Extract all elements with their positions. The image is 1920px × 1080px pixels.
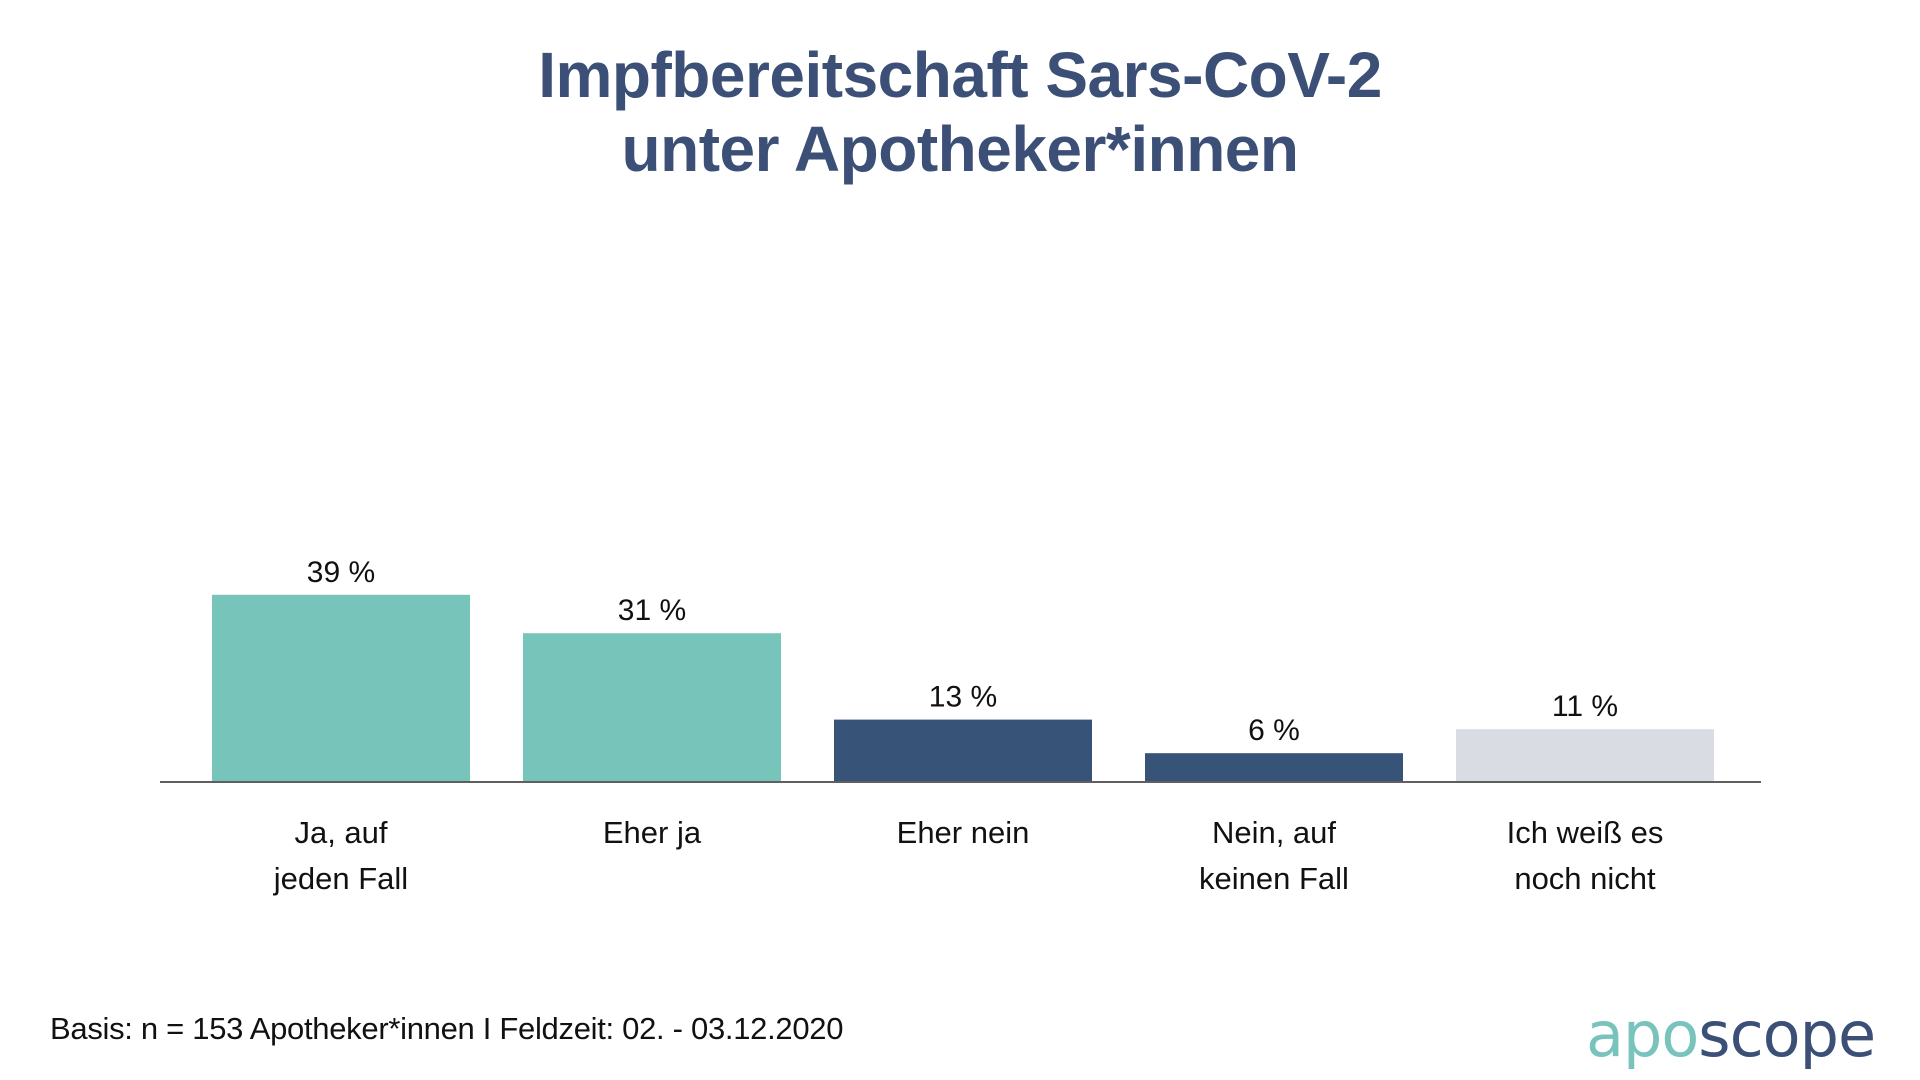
chart-title-line-1: Impfbereitschaft Sars-CoV-2	[538, 39, 1382, 111]
category-label-line: Eher ja	[603, 815, 702, 850]
logo-apo: apo	[1586, 998, 1699, 1071]
category-label-line: jeden Fall	[273, 861, 408, 896]
category-label-line: Ja, auf	[294, 815, 387, 850]
logo-scope: scope	[1698, 998, 1876, 1071]
chart-title: Impfbereitschaft Sars-CoV-2 unter Apothe…	[0, 38, 1920, 186]
bar-3	[834, 719, 1092, 782]
bar-5	[1456, 729, 1714, 782]
category-label-line: keinen Fall	[1199, 861, 1349, 896]
category-label-line: Nein, auf	[1212, 815, 1336, 850]
category-label-5: Ich weiß es noch nicht	[1507, 815, 1664, 896]
aposcope-logo: aposcope	[1586, 998, 1876, 1071]
value-labels-group: 39 % 31 % 13 % 6 % 11 %	[307, 556, 1618, 747]
category-labels-group: Ja, auf jeden Fall Eher ja Eher nein Nein, a…	[273, 815, 1664, 896]
category-label-3: Eher nein	[897, 815, 1030, 850]
value-label-5: 11 %	[1552, 690, 1618, 723]
value-label-2: 31 %	[618, 594, 686, 627]
bar-1	[212, 594, 470, 782]
value-label-4: 6 %	[1248, 714, 1300, 747]
value-label-1: 39 %	[307, 556, 375, 589]
value-label-3: 13 %	[929, 681, 997, 714]
category-label-2: Eher ja	[603, 815, 702, 850]
category-label-1: Ja, auf jeden Fall	[273, 815, 408, 896]
category-label-4: Nein, auf keinen Fall	[1199, 815, 1349, 896]
bar-2	[523, 633, 781, 782]
category-label-line: noch nicht	[1514, 861, 1656, 896]
category-label-line: Eher nein	[897, 815, 1030, 850]
footnote-basis: Basis: n = 153 Apotheker*innen I Feldzei…	[50, 1011, 844, 1046]
category-label-line: Ich weiß es	[1507, 815, 1664, 850]
chart-title-line-2: unter Apotheker*innen	[621, 113, 1299, 185]
bar-4	[1145, 753, 1403, 782]
bars-group	[212, 594, 1714, 782]
